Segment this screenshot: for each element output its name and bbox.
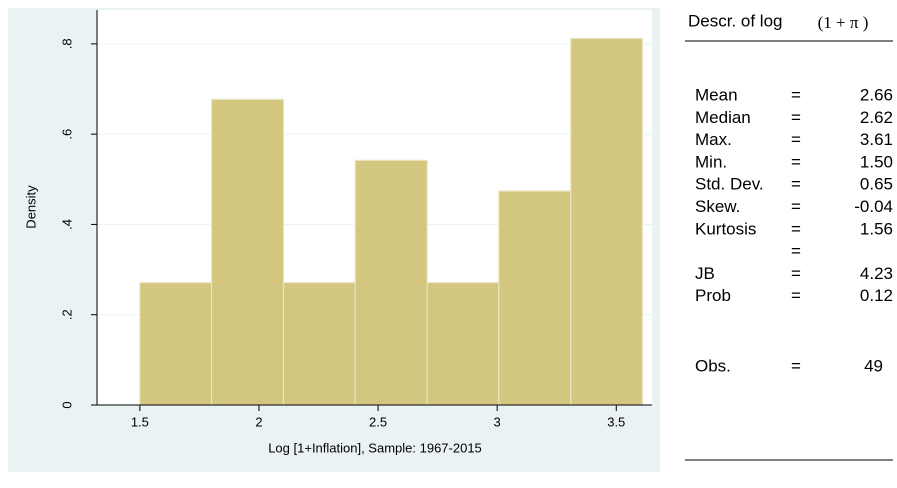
x-tick-label: 2.5	[369, 414, 387, 429]
bar	[570, 37, 644, 406]
stat-label: Prob	[695, 286, 731, 305]
stat-equals: =	[791, 264, 801, 283]
y-tick-label: 0	[59, 401, 74, 408]
y-tick-label: .8	[59, 38, 74, 49]
stat-value: 49	[864, 356, 883, 375]
stat-value: 1.56	[860, 219, 893, 238]
stat-label: Min.	[695, 152, 727, 171]
y-tick-label: .6	[59, 129, 74, 140]
y-tick-label: .2	[59, 309, 74, 320]
x-tick-label: 2	[255, 414, 262, 429]
table-title: Descr. of log	[688, 11, 783, 30]
stat-value: 4.23	[860, 264, 893, 283]
stat-label: Std. Dev.	[695, 175, 764, 194]
stat-label: Kurtosis	[695, 219, 756, 238]
x-tick-label: 3	[494, 414, 501, 429]
plot: 0 .2 .4 .6 .8 1.5 2 2.5 3 3.5	[59, 10, 652, 429]
stat-equals: =	[791, 219, 801, 238]
stat-value: 0.65	[860, 175, 893, 194]
bar	[282, 282, 356, 406]
stat-value: -0.04	[854, 197, 893, 216]
table-title-expression: (1 + π )	[818, 13, 869, 32]
stat-value: 2.62	[860, 108, 893, 127]
bar	[426, 282, 500, 406]
stat-equals: =	[791, 130, 801, 149]
stat-label: Mean	[695, 85, 738, 104]
stat-equals: =	[791, 356, 801, 375]
stats-table: Mean = 2.66 Median = 2.62 Max. = 3.61 Min. = 1.50 St…	[695, 85, 893, 375]
stat-label: Obs.	[695, 356, 731, 375]
stat-value: 2.66	[860, 85, 893, 104]
bar	[210, 98, 285, 406]
stat-equals: =	[791, 242, 801, 261]
bar	[139, 282, 213, 406]
stat-value: 3.61	[860, 130, 893, 149]
stat-equals: =	[791, 152, 801, 171]
stat-value: 1.50	[860, 152, 893, 171]
stat-label: JB	[695, 264, 715, 283]
stat-label: Skew.	[695, 197, 740, 216]
stat-label: Max.	[695, 130, 732, 149]
y-axis-label: Density	[23, 185, 38, 229]
stat-value: 0.12	[860, 286, 893, 305]
stat-equals: =	[791, 85, 801, 104]
stat-equals: =	[791, 175, 801, 194]
stat-equals: =	[791, 197, 801, 216]
bar	[354, 159, 428, 406]
stat-label: Median	[695, 108, 751, 127]
x-axis-label: Log [1+Inflation], Sample: 1967-2015	[268, 440, 482, 455]
stat-equals: =	[791, 286, 801, 305]
y-tick-label: .4	[59, 219, 74, 230]
x-tick-label: 3.5	[607, 414, 625, 429]
stat-equals: =	[791, 108, 801, 127]
x-tick-label: 1.5	[131, 414, 149, 429]
bar	[498, 190, 572, 406]
